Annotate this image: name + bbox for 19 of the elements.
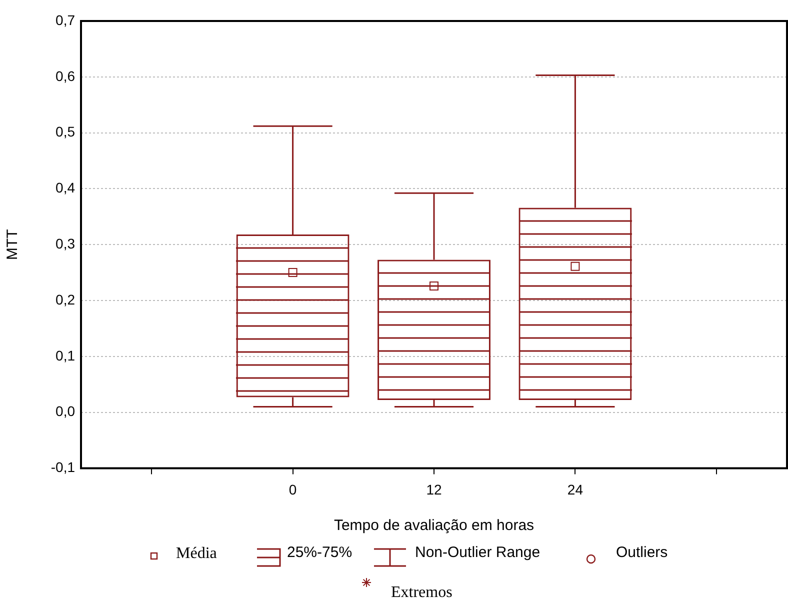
y-tick-label: 0,6 [56,68,76,84]
y-tick-label: 0,3 [56,235,76,252]
text: 25%-75% [287,544,352,561]
text: Non-Outlier Range [415,544,540,561]
x-tick-label: 0 [288,481,297,498]
y-tick-label: 0,2 [56,291,76,308]
y-tick-label: -0,1 [50,459,76,476]
y-tick-label: 0,0 [56,403,76,420]
y-axis-title: MTT [4,229,22,260]
y-tick-label: 0,7 [56,12,76,28]
y-tick-label: 0,4 [56,180,76,196]
x-tick-label: 24 [567,481,584,498]
y-tick-label: 0,5 [56,124,76,140]
text: Média [176,545,217,563]
text: Outliers [616,544,668,561]
y-tick-label: 0,1 [56,347,76,364]
x-axis-title: Tempo de avaliação em horas [334,517,534,534]
text: Extremos [391,584,452,601]
x-tick-label: 12 [426,481,442,498]
